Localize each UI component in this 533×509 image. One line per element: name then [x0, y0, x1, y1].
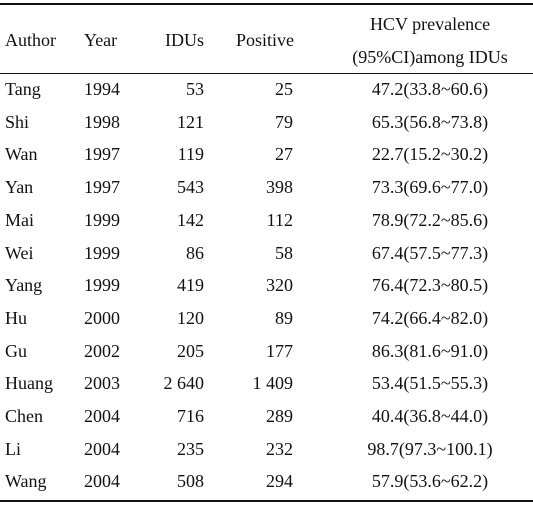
table-cell: 1997: [84, 177, 120, 198]
header-cell: (95%CI)among IDUs: [352, 47, 508, 67]
table-cell: 1997: [84, 144, 120, 165]
table-cell: 67.4(57.5~77.3): [371, 242, 489, 263]
table-cell: Shi: [5, 111, 30, 132]
table-cell: 2002: [84, 340, 120, 361]
table-cell: 232: [266, 438, 293, 459]
table-cell: 120: [177, 307, 204, 328]
table-cell: 65.3(56.8~73.8): [371, 111, 489, 132]
table-cell: 1999: [84, 275, 120, 296]
table-cell: 205: [177, 340, 204, 361]
table-cell: Gu: [5, 340, 27, 361]
table-cell: Yan: [5, 177, 34, 198]
table-cell: 53: [186, 79, 204, 99]
table-cell: 419: [177, 275, 204, 296]
table-cell: 398: [266, 177, 293, 198]
table-cell: 1998: [84, 111, 120, 132]
table-cell: 1994: [84, 79, 120, 99]
table-cell: 289: [266, 406, 293, 426]
table-cell: 78.9(72.2~85.6): [371, 209, 489, 230]
table-cell: 47.2(33.8~60.6): [371, 79, 489, 99]
table-cell: 1 409: [252, 373, 294, 394]
table-cell: 27: [275, 144, 293, 165]
table-cell: 73.3(69.6~77.0): [371, 177, 489, 198]
table-cell: 2003: [84, 373, 120, 394]
header-cell: Author: [5, 30, 56, 50]
table-cell: 142: [177, 209, 204, 230]
table-cell: Wan: [5, 144, 38, 165]
table-cell: 57.9(53.6~62.2): [371, 471, 489, 492]
table-cell: 508: [177, 471, 204, 492]
table-cell: Tang: [5, 79, 41, 99]
header-cell: IDUs: [165, 30, 204, 50]
table-cell: 86.3(81.6~91.0): [371, 340, 489, 361]
table-cell: 2004: [84, 471, 120, 492]
table-cell: 235: [177, 438, 204, 459]
header-cell: Positive: [235, 30, 295, 50]
top-rule: [0, 3, 533, 5]
table-cell: 89: [275, 307, 293, 328]
table-cell: Wang: [5, 471, 47, 492]
bottom-rule: [0, 500, 533, 502]
table-cell: 119: [177, 144, 204, 165]
table-cell: 25: [275, 79, 293, 99]
table-cell: 2004: [84, 406, 120, 426]
table-cell: 53.4(51.5~55.3): [371, 373, 489, 394]
table-cell: 1999: [84, 242, 120, 263]
table-cell: 86: [186, 242, 204, 263]
table-cell: 2004: [84, 438, 120, 459]
table-cell: 1999: [84, 209, 120, 230]
table-cell: 2000: [84, 307, 120, 328]
table-cell: 79: [275, 111, 293, 132]
table-cell: 177: [266, 340, 293, 361]
table-cell: 76.4(72.3~80.5): [371, 275, 489, 296]
table-cell: Yang: [5, 275, 43, 296]
table-cell: 22.7(15.2~30.2): [371, 144, 489, 165]
header-cell: Year: [84, 30, 118, 50]
table-cell: Chen: [5, 406, 43, 426]
header-rule: [0, 73, 533, 74]
table-cell: 2 640: [163, 373, 205, 394]
table-cell: 294: [266, 471, 293, 492]
table-cell: 112: [266, 209, 293, 230]
header-cell: HCV prevalence: [369, 14, 491, 34]
table-cell: 716: [177, 406, 204, 426]
table-cell: 543: [177, 177, 204, 198]
table-cell: Hu: [5, 307, 27, 328]
table-cell: 98.7(97.3~100.1): [367, 438, 493, 459]
table-cell: Wei: [5, 242, 34, 263]
table-cell: Mai: [5, 209, 34, 230]
table-cell: 58: [275, 242, 293, 263]
table-cell: 74.2(66.4~82.0): [371, 307, 489, 328]
table-cell: Huang: [5, 373, 53, 394]
table-cell: 320: [266, 275, 293, 296]
table-cell: Li: [5, 438, 21, 459]
table-cell: 121: [177, 111, 204, 132]
table-cell: 40.4(36.8~44.0): [371, 406, 489, 426]
